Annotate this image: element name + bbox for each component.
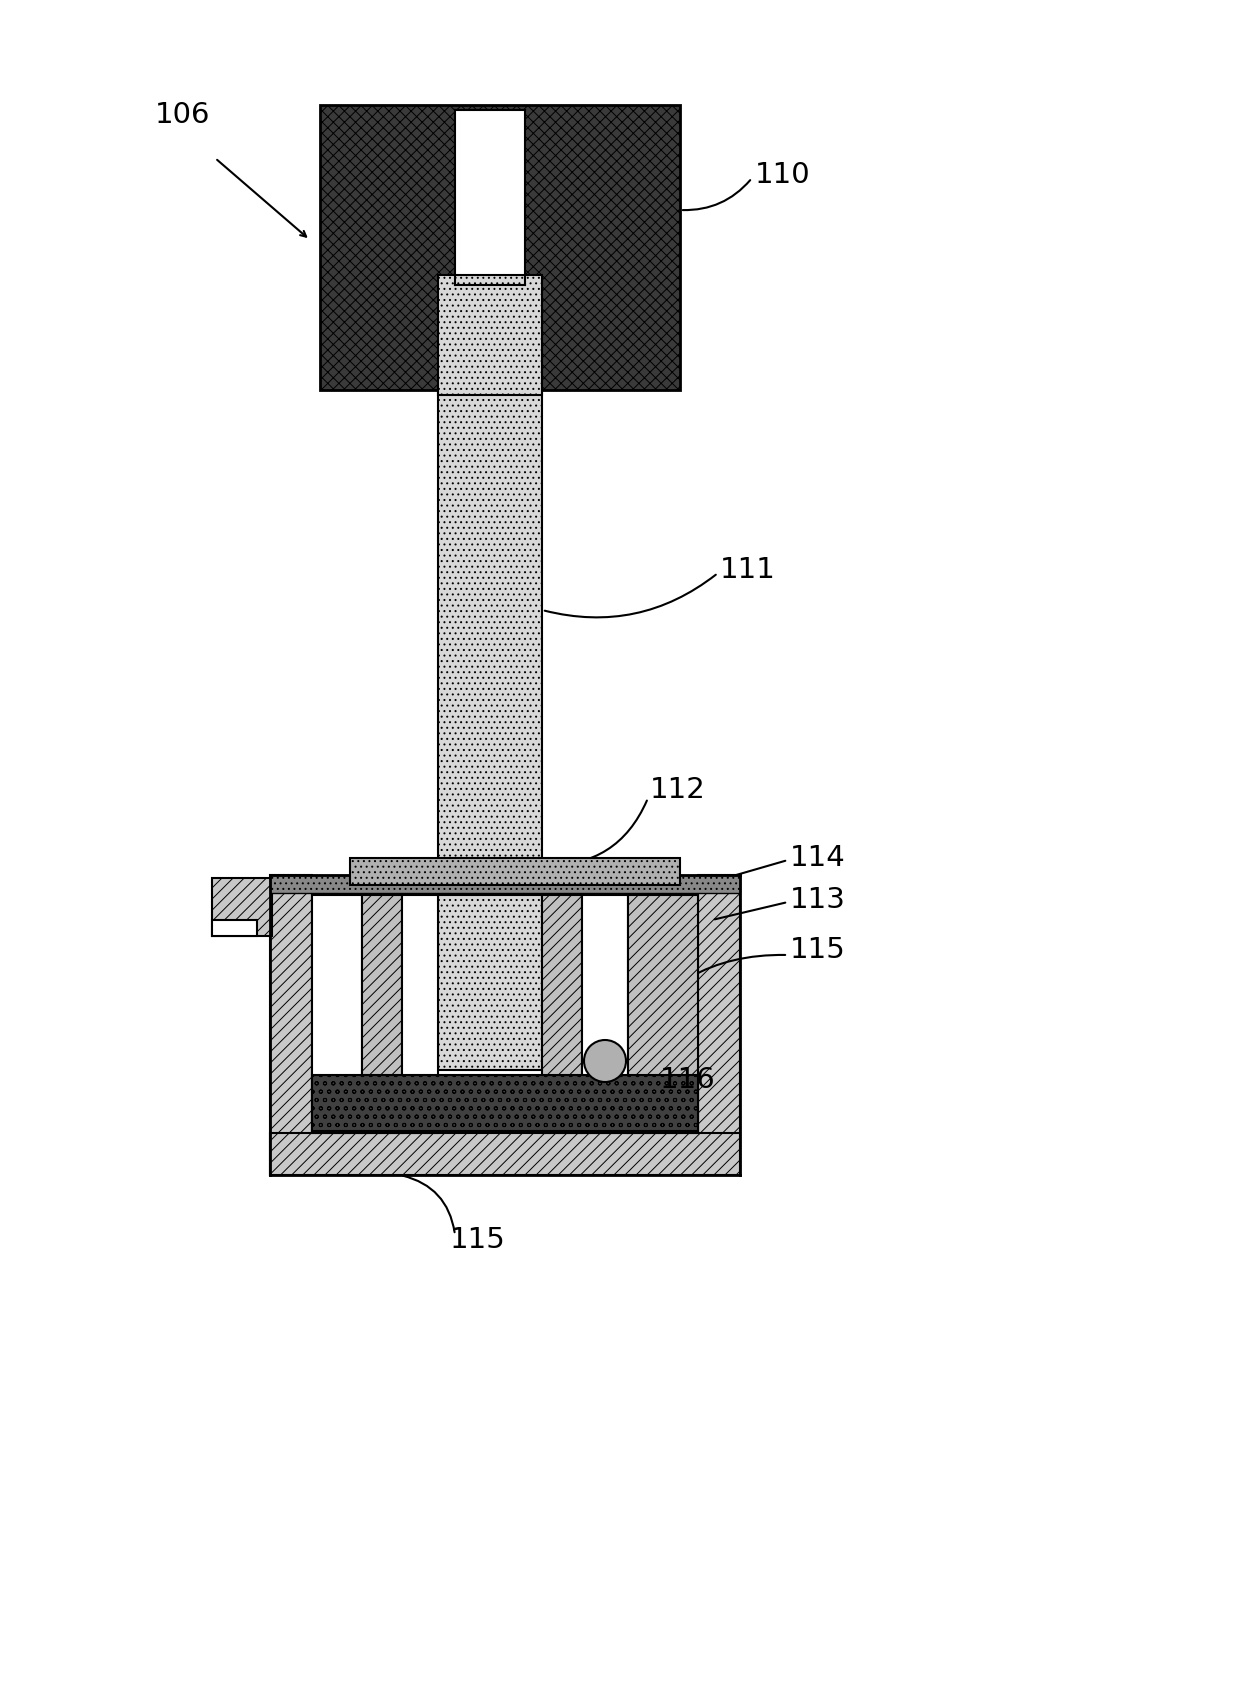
Bar bbox=[627, 895, 698, 1134]
Text: 111: 111 bbox=[720, 556, 776, 585]
Bar bbox=[698, 875, 740, 1175]
Text: 115: 115 bbox=[450, 1226, 506, 1253]
Bar bbox=[312, 1074, 698, 1130]
Bar bbox=[212, 921, 257, 936]
Bar bbox=[582, 895, 627, 1134]
Bar bbox=[312, 895, 362, 1134]
Bar bbox=[270, 875, 740, 893]
Bar bbox=[402, 895, 438, 1134]
Bar bbox=[212, 878, 272, 936]
Bar bbox=[455, 111, 525, 285]
Bar bbox=[270, 875, 312, 1175]
Bar bbox=[542, 895, 582, 1134]
Bar bbox=[438, 895, 542, 1071]
Text: 106: 106 bbox=[155, 101, 211, 130]
Text: 116: 116 bbox=[660, 1066, 715, 1095]
Bar bbox=[438, 275, 542, 396]
Bar bbox=[320, 106, 680, 390]
Ellipse shape bbox=[584, 1040, 626, 1083]
Bar bbox=[350, 858, 680, 885]
Text: 110: 110 bbox=[755, 160, 811, 189]
Bar bbox=[270, 1134, 740, 1175]
Bar bbox=[438, 390, 542, 880]
Text: 114: 114 bbox=[790, 844, 846, 871]
Text: 115: 115 bbox=[790, 936, 846, 963]
Text: 112: 112 bbox=[650, 776, 706, 805]
Bar bbox=[362, 895, 402, 1134]
Text: 113: 113 bbox=[790, 887, 846, 914]
